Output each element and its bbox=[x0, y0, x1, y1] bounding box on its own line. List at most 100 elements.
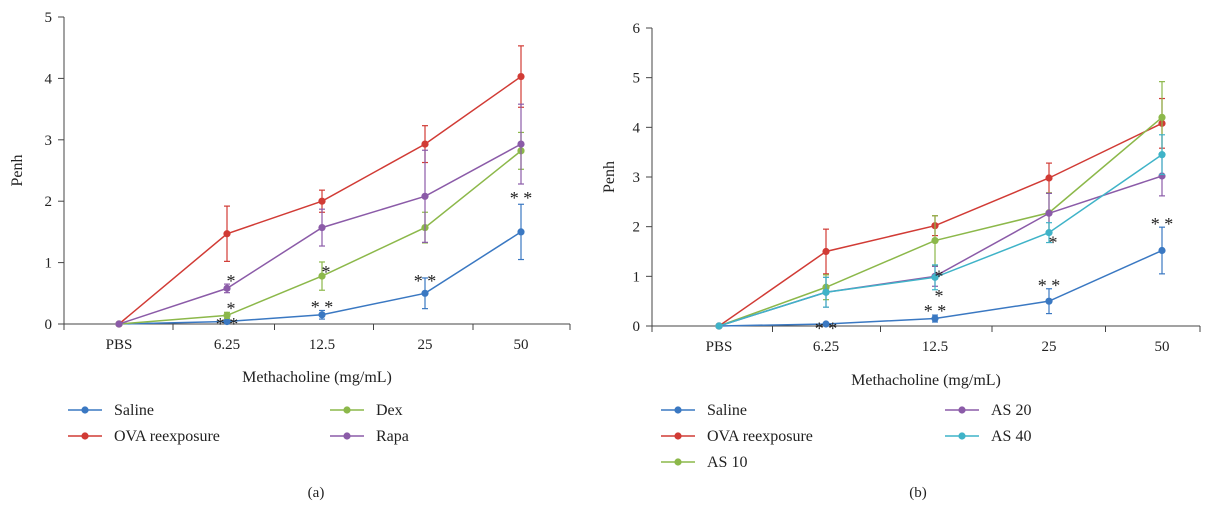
significance-marker: * * bbox=[1038, 275, 1061, 295]
significance-marker: * * bbox=[510, 188, 533, 208]
legend-item: OVA reexposure bbox=[68, 428, 220, 445]
legend-item: AS 40 bbox=[945, 428, 1031, 445]
y-axis-title: Penh bbox=[601, 161, 618, 193]
legend-item: AS 10 bbox=[661, 454, 747, 471]
y-tick-label: 3 bbox=[633, 170, 641, 186]
x-tick-label: PBS bbox=[706, 339, 733, 355]
significance-marker: * bbox=[322, 262, 331, 282]
data-point bbox=[421, 140, 429, 148]
significance-marker: * bbox=[227, 299, 236, 319]
legend-label: Dex bbox=[376, 402, 403, 419]
data-point bbox=[1045, 209, 1053, 217]
significance-marker: * * bbox=[216, 314, 239, 334]
data-point bbox=[223, 311, 231, 320]
x-tick-label: 50 bbox=[1155, 339, 1170, 355]
panel-label: (a) bbox=[308, 485, 325, 501]
significance-marker: * * bbox=[311, 297, 334, 317]
data-point bbox=[1158, 113, 1166, 121]
legend-marker bbox=[343, 432, 351, 440]
y-tick-label: 1 bbox=[45, 256, 53, 272]
legend-label: Saline bbox=[707, 402, 747, 419]
legend: Saline OVA reexposure Dex Rapa bbox=[68, 402, 409, 445]
data-point bbox=[1158, 246, 1166, 255]
legend-item: OVA reexposure bbox=[661, 428, 813, 445]
y-tick-label: 2 bbox=[633, 220, 641, 236]
y-axis-title: Penh bbox=[9, 155, 26, 187]
data-point bbox=[715, 322, 723, 330]
significance-marker: * * bbox=[414, 271, 437, 291]
legend-label: AS 10 bbox=[707, 454, 747, 471]
significance-marker: * bbox=[935, 286, 944, 306]
legend-label: OVA reexposure bbox=[707, 428, 813, 445]
chart-panel-a: 0 1 2 3 4 5 PBS 6.25 12.5 25 50 Penh Methacholine (m… bbox=[9, 10, 571, 501]
legend-label: AS 40 bbox=[991, 428, 1031, 445]
data-point bbox=[421, 192, 429, 200]
data-point bbox=[822, 288, 830, 296]
series-as-40 bbox=[715, 134, 1166, 330]
chart-panel-b: 0 1 2 3 4 5 6 PBS 6.25 12.5 25 50 Penh Methacholine (… bbox=[601, 21, 1201, 501]
legend-item: AS 20 bbox=[945, 402, 1031, 419]
legend-marker bbox=[958, 406, 966, 414]
y-tick-label: 5 bbox=[633, 71, 641, 87]
x-tick-label: 50 bbox=[514, 337, 529, 353]
legend-label: Saline bbox=[114, 402, 154, 419]
data-point bbox=[1045, 174, 1053, 182]
legend-label: OVA reexposure bbox=[114, 428, 220, 445]
y-tick-label: 0 bbox=[633, 319, 641, 335]
legend-item: Dex bbox=[330, 402, 403, 419]
significance-marker: * bbox=[1049, 233, 1058, 253]
data-point bbox=[318, 311, 326, 319]
data-point bbox=[318, 197, 326, 205]
y-tick-label: 4 bbox=[633, 120, 641, 136]
legend-label: Rapa bbox=[376, 428, 409, 445]
y-tick-label: 1 bbox=[633, 269, 641, 285]
panel-label: (b) bbox=[909, 485, 927, 501]
significance-marker: * * bbox=[1151, 214, 1174, 234]
data-point bbox=[318, 224, 326, 232]
legend-marker bbox=[81, 432, 89, 440]
data-point bbox=[1158, 151, 1166, 159]
data-point bbox=[1045, 297, 1053, 305]
data-point bbox=[517, 72, 525, 81]
data-point bbox=[517, 228, 525, 236]
data-point bbox=[421, 289, 429, 297]
legend-marker bbox=[958, 432, 966, 440]
legend-marker bbox=[674, 406, 682, 414]
data-point bbox=[223, 284, 231, 292]
data-point bbox=[822, 247, 830, 256]
y-tick-label: 5 bbox=[45, 10, 53, 26]
y-tick-label: 6 bbox=[633, 21, 641, 37]
data-point bbox=[223, 230, 231, 238]
legend-item: Saline bbox=[661, 402, 747, 419]
legend-marker bbox=[674, 432, 682, 440]
legend-label: AS 20 bbox=[991, 402, 1031, 419]
data-point bbox=[517, 140, 525, 148]
legend: Saline OVA reexposure AS 10 AS 20 AS 40 bbox=[661, 402, 1031, 471]
x-tick-label: 12.5 bbox=[922, 339, 948, 355]
legend-marker bbox=[343, 406, 351, 414]
legend-marker bbox=[674, 458, 682, 466]
significance-marker: * bbox=[935, 266, 944, 286]
x-tick-label: 12.5 bbox=[309, 337, 335, 353]
significance-marker: * * bbox=[924, 301, 947, 321]
data-point bbox=[223, 317, 231, 326]
data-point bbox=[931, 273, 939, 281]
x-tick-label: 25 bbox=[1042, 339, 1057, 355]
x-tick-label: PBS bbox=[106, 337, 133, 353]
data-point bbox=[318, 272, 326, 280]
y-tick-label: 3 bbox=[45, 133, 53, 149]
x-tick-label: 6.25 bbox=[813, 339, 839, 355]
series-saline bbox=[115, 203, 525, 328]
x-axis-title: Methacholine (mg/mL) bbox=[851, 372, 1001, 389]
y-tick-label: 2 bbox=[45, 194, 53, 210]
data-point bbox=[822, 320, 830, 328]
y-tick-label: 0 bbox=[45, 317, 53, 333]
legend-item: Saline bbox=[68, 402, 154, 419]
data-point bbox=[115, 320, 123, 328]
legend-item: Rapa bbox=[330, 428, 409, 445]
significance-marker: * bbox=[227, 271, 236, 291]
data-point bbox=[931, 314, 939, 323]
data-point bbox=[931, 236, 939, 245]
series-ova-reexposure bbox=[115, 45, 525, 328]
